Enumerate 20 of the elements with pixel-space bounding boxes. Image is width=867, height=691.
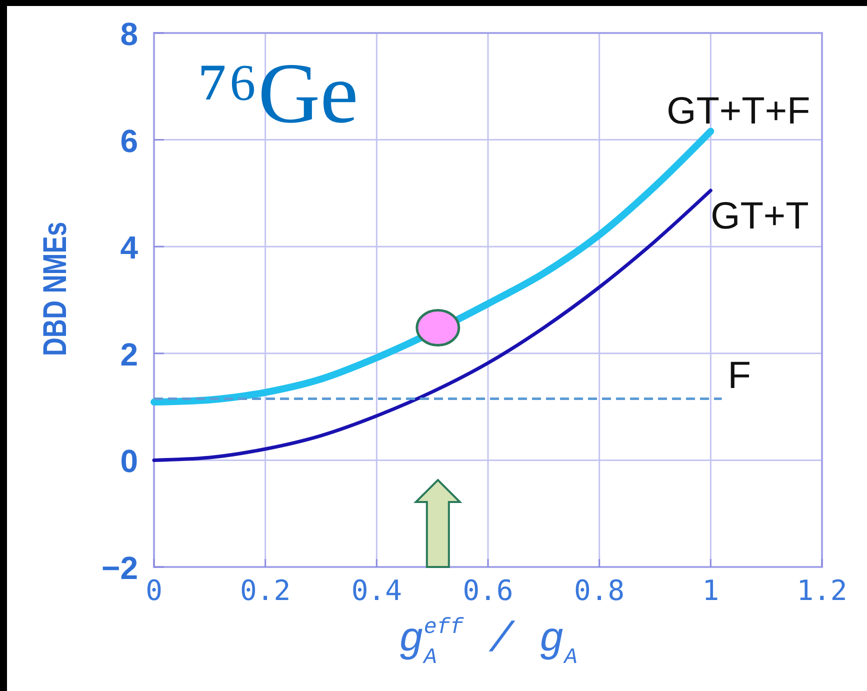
line-series (152, 188, 712, 462)
series-label: GT+T+F (666, 90, 810, 132)
x-tick-label: 0.4 (351, 574, 402, 607)
chart-title: ⁷⁶Ge (198, 45, 358, 141)
y-axis-title: DBD NMEs (37, 222, 74, 356)
x-tick-label: 0.6 (462, 574, 514, 607)
y-tick-label: 0 (120, 443, 138, 480)
y-tick-label: 2 (120, 336, 138, 372)
x-tick-label: 0.8 (574, 574, 625, 607)
series-label: F (728, 354, 752, 397)
y-tick-label: −2 (102, 550, 138, 586)
x-tick-label: 1.2 (796, 574, 848, 607)
x-tick-label: 1 (702, 574, 720, 607)
y-tick-label: 6 (120, 122, 138, 159)
x-tick-label: 0.2 (240, 574, 291, 607)
y-tick-label: 8 (120, 16, 138, 52)
series-label: GT+T (710, 196, 809, 238)
x-tick-label: 0 (146, 574, 162, 607)
y-tick-label: 4 (120, 230, 138, 266)
x-axis-title: g$_{A}$$^{eff}$ / g$_{A}$ (398, 615, 578, 670)
